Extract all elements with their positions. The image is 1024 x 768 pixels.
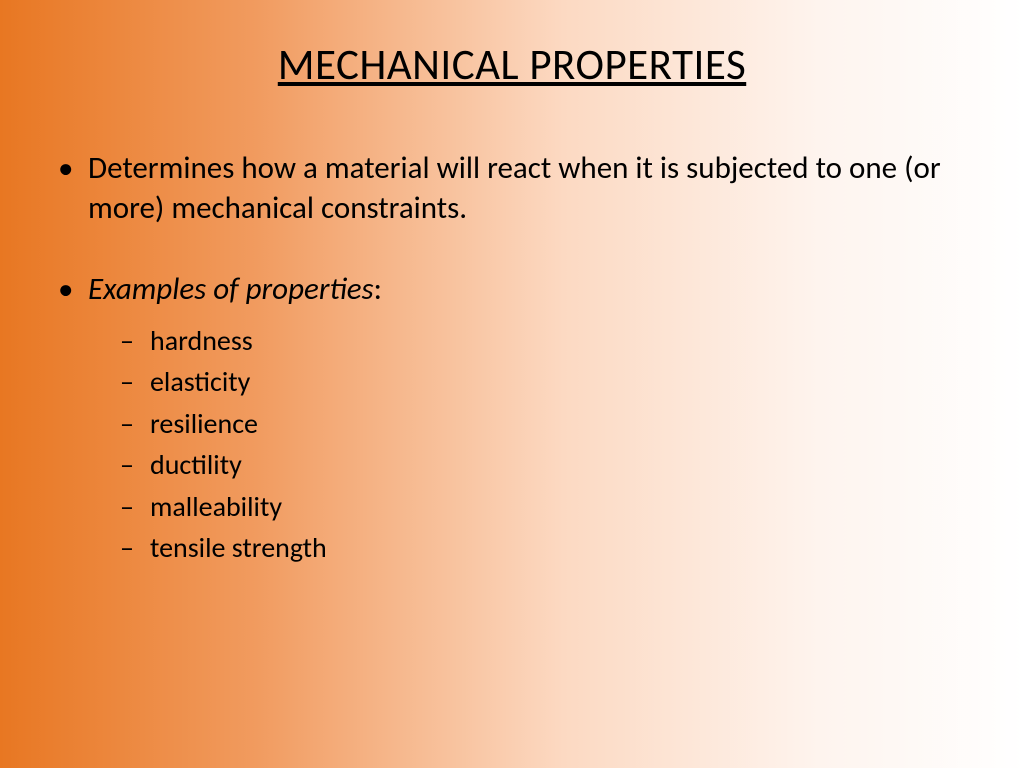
slide: MECHANICAL PROPERTIES Determines how a m… — [0, 0, 1024, 768]
slide-content: Determines how a material will react whe… — [50, 149, 974, 569]
bullet-intro: Determines how a material will react whe… — [52, 149, 974, 228]
bullet-examples: Examples of properties: hardness elastic… — [52, 270, 974, 568]
list-item: malleability — [120, 486, 974, 527]
list-item: elasticity — [120, 361, 974, 402]
list-item: tensile strength — [120, 527, 974, 568]
examples-label: Examples of properties — [88, 270, 374, 308]
list-item: hardness — [120, 320, 974, 361]
list-item: ductility — [120, 444, 974, 485]
slide-title: MECHANICAL PROPERTIES — [50, 38, 974, 91]
bullet-list: Determines how a material will react whe… — [52, 149, 974, 569]
list-item: resilience — [120, 403, 974, 444]
examples-colon: : — [374, 270, 382, 308]
examples-list: hardness elasticity resilience ductility… — [88, 320, 974, 569]
